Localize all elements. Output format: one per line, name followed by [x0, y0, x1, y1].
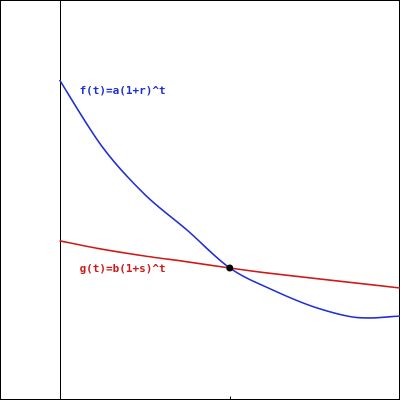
labels-group: t0tf(t)=a(1+r)^tg(t)=b(1+s)^t [80, 84, 166, 275]
intersection-point [226, 264, 234, 272]
series-group [58, 79, 400, 319]
series-label-1: g(t)=b(1+s)^t [80, 262, 166, 275]
series-label-0: f(t)=a(1+r)^t [80, 84, 166, 97]
